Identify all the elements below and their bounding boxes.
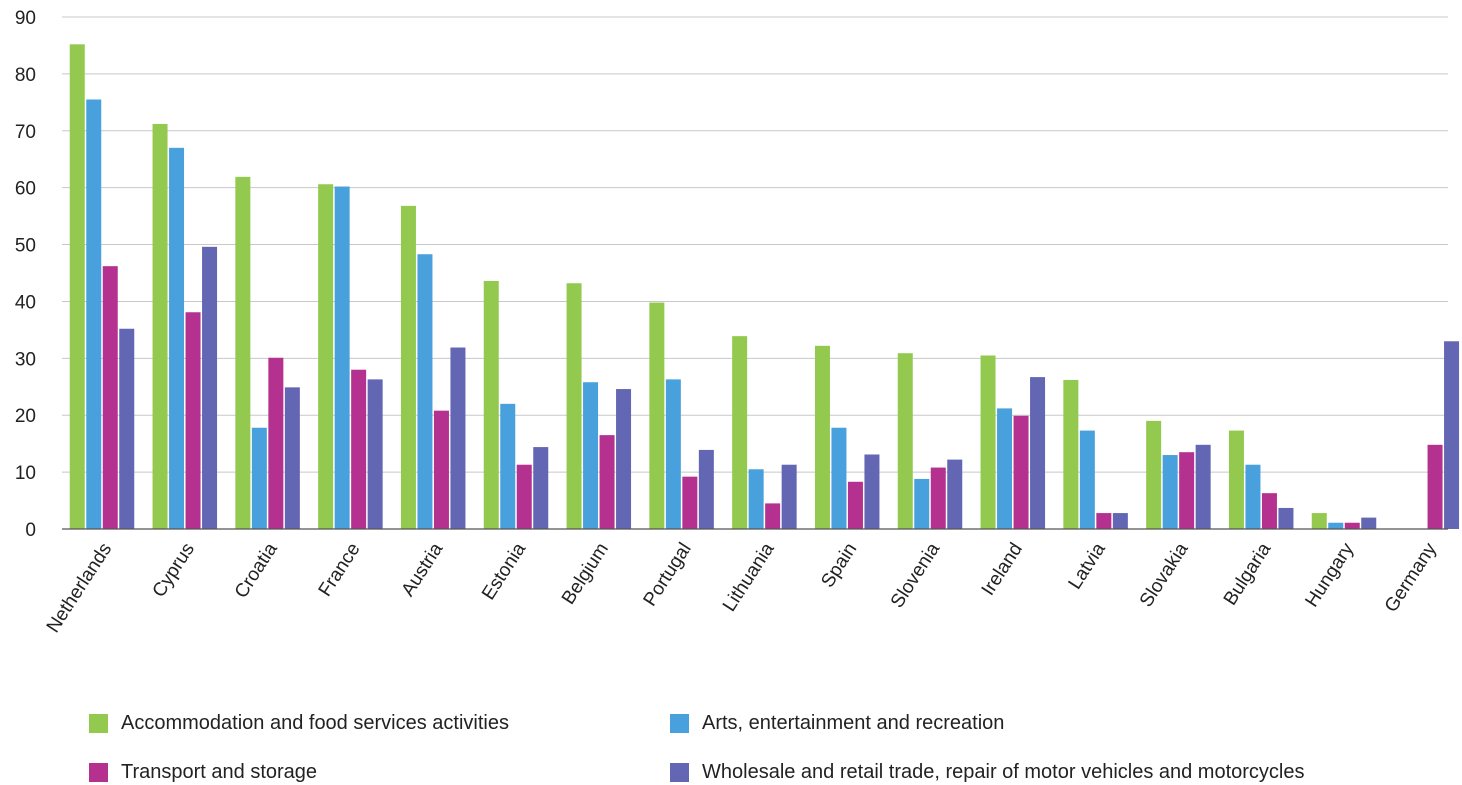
bar-germany-series-4 <box>1444 341 1460 529</box>
bar-lithuania-series-2 <box>748 469 764 529</box>
bar-hungary-series-1 <box>1311 513 1327 529</box>
bar-hungary-series-3 <box>1344 522 1360 529</box>
bar-france-series-4 <box>367 379 383 529</box>
bar-portugal-series-2 <box>665 379 681 529</box>
bar-slovenia-series-2 <box>914 478 930 529</box>
bar-france-series-3 <box>351 369 367 529</box>
bar-estonia-series-1 <box>483 280 499 529</box>
bar-bulgaria-series-4 <box>1278 507 1294 529</box>
bar-slovenia-series-1 <box>897 353 913 529</box>
bar-netherlands-series-4 <box>119 328 135 529</box>
bar-bulgaria-series-1 <box>1228 430 1244 529</box>
y-tick-label-0: 0 <box>25 520 36 541</box>
bar-slovakia-series-4 <box>1195 444 1211 529</box>
x-tick-label-belgium: Belgium <box>558 539 613 608</box>
bar-austria-series-2 <box>417 254 433 530</box>
bar-belgium-series-1 <box>566 283 582 529</box>
y-tick-label-90: 90 <box>15 8 36 29</box>
bars <box>69 44 1460 530</box>
bar-ireland-series-2 <box>997 408 1013 529</box>
y-axis-ticks: 0 10 20 30 40 50 60 70 80 90 <box>15 8 36 541</box>
bar-portugal-series-3 <box>682 476 698 529</box>
bar-belgium-series-3 <box>599 435 615 529</box>
x-tick-label-croatia: Croatia <box>231 539 282 602</box>
y-tick-label-80: 80 <box>15 65 36 86</box>
x-tick-label-cyprus: Cyprus <box>149 539 199 601</box>
bar-hungary-series-2 <box>1328 522 1344 529</box>
y-tick-label-60: 60 <box>15 179 36 200</box>
bar-lithuania-series-3 <box>765 503 781 529</box>
x-tick-label-portugal: Portugal <box>640 539 696 610</box>
bar-croatia-series-2 <box>251 427 267 529</box>
x-tick-label-slovakia: Slovakia <box>1136 539 1193 611</box>
bar-netherlands-series-3 <box>102 266 118 529</box>
bar-spain-series-4 <box>864 454 880 529</box>
x-tick-label-bulgaria: Bulgaria <box>1220 539 1276 609</box>
y-tick-label-50: 50 <box>15 236 36 257</box>
bar-lithuania-series-1 <box>732 336 748 529</box>
bar-cyprus-series-4 <box>202 246 218 529</box>
bar-ireland-series-4 <box>1030 377 1046 529</box>
bar-slovenia-series-3 <box>930 467 946 529</box>
bar-cyprus-series-3 <box>185 312 201 529</box>
x-tick-label-lithuania: Lithuania <box>719 539 779 615</box>
bar-latvia-series-4 <box>1112 513 1128 529</box>
bar-lithuania-series-4 <box>781 464 797 529</box>
x-tick-label-austria: Austria <box>398 539 448 600</box>
bar-bulgaria-series-3 <box>1261 493 1277 529</box>
bar-slovakia-series-3 <box>1179 452 1195 529</box>
bar-ireland-series-3 <box>1013 415 1029 529</box>
x-axis-category-labels: Netherlands Cyprus Croatia France Austria Est… <box>43 539 1441 637</box>
bar-belgium-series-2 <box>583 382 599 529</box>
bar-slovenia-series-4 <box>947 459 963 529</box>
bar-estonia-series-4 <box>533 447 549 529</box>
bar-austria-series-4 <box>450 347 466 529</box>
bar-france-series-2 <box>334 186 350 529</box>
y-tick-label-30: 30 <box>15 349 36 370</box>
bar-germany-series-3 <box>1427 444 1443 529</box>
bar-estonia-series-3 <box>516 464 532 529</box>
x-tick-label-hungary: Hungary <box>1301 539 1358 611</box>
bar-ireland-series-1 <box>980 355 996 529</box>
x-tick-label-estonia: Estonia <box>478 539 530 604</box>
bar-slovakia-series-1 <box>1146 420 1162 529</box>
bar-austria-series-3 <box>433 410 449 529</box>
bar-spain-series-3 <box>847 481 863 529</box>
bar-latvia-series-2 <box>1079 430 1095 529</box>
bar-netherlands-series-2 <box>86 99 102 530</box>
bar-spain-series-2 <box>831 427 847 529</box>
x-tick-label-latvia: Latvia <box>1065 539 1110 593</box>
bar-portugal-series-4 <box>698 449 714 529</box>
x-tick-label-slovenia: Slovenia <box>887 539 945 612</box>
bar-netherlands-series-1 <box>69 44 85 530</box>
y-tick-label-40: 40 <box>15 292 36 313</box>
bar-estonia-series-2 <box>500 403 516 529</box>
x-tick-label-spain: Spain <box>817 539 861 591</box>
bar-bulgaria-series-2 <box>1245 464 1261 529</box>
bar-belgium-series-4 <box>616 389 632 529</box>
x-tick-label-ireland: Ireland <box>978 539 1027 599</box>
y-tick-label-10: 10 <box>15 463 36 484</box>
bar-cyprus-series-2 <box>169 147 185 529</box>
y-tick-label-20: 20 <box>15 406 36 427</box>
bar-spain-series-1 <box>814 345 830 529</box>
bar-austria-series-1 <box>400 205 416 529</box>
bar-cyprus-series-1 <box>152 123 168 529</box>
bar-france-series-1 <box>318 184 334 529</box>
y-tick-label-70: 70 <box>15 122 36 143</box>
bar-croatia-series-3 <box>268 357 284 529</box>
bar-latvia-series-1 <box>1063 379 1079 529</box>
bar-latvia-series-3 <box>1096 513 1112 529</box>
bar-portugal-series-1 <box>649 302 665 529</box>
x-tick-label-netherlands: Netherlands <box>43 539 116 636</box>
bar-croatia-series-4 <box>284 387 300 529</box>
x-tick-label-france: France <box>315 539 365 600</box>
bar-croatia-series-1 <box>235 176 251 530</box>
bar-hungary-series-4 <box>1361 517 1377 529</box>
bar-slovakia-series-2 <box>1162 455 1178 529</box>
x-tick-label-germany: Germany <box>1381 539 1441 616</box>
